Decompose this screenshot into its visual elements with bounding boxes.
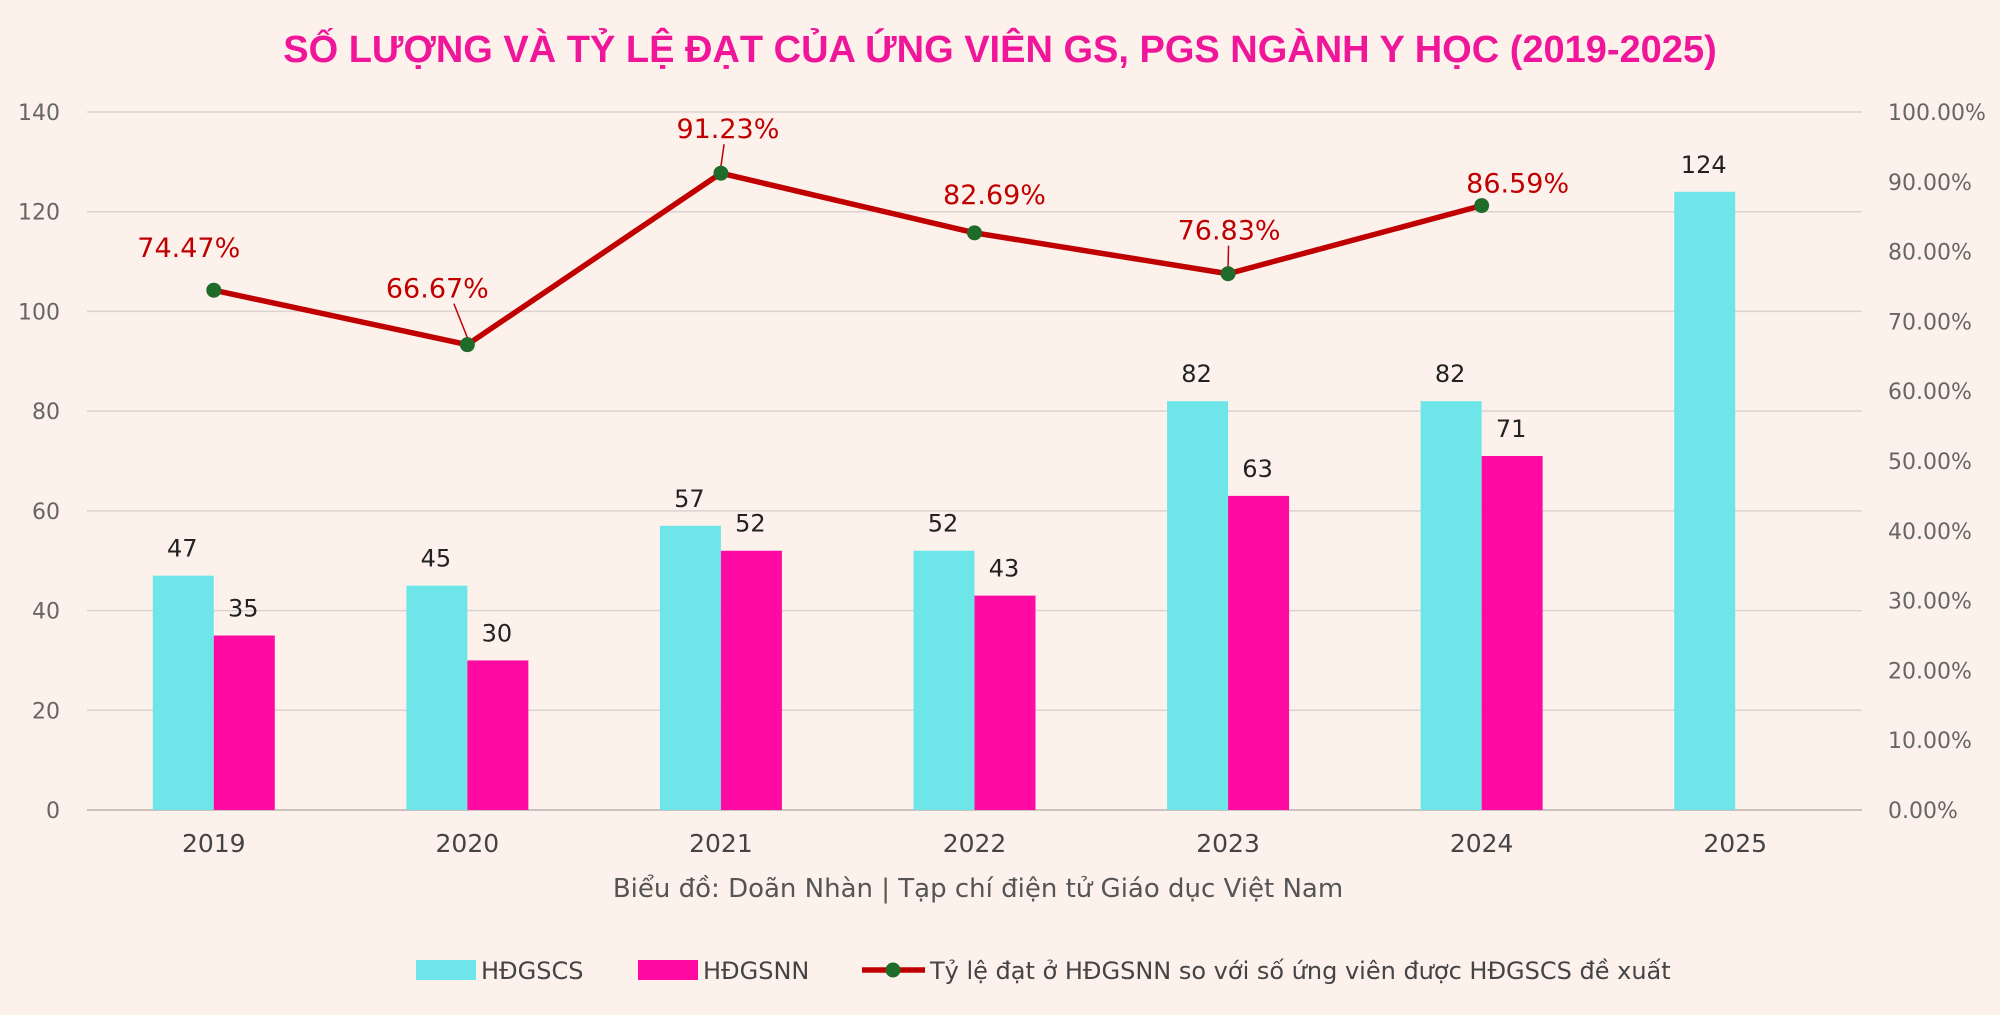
- right-tick-label: 80.00%: [1888, 241, 1972, 266]
- bar-hđgscs: [913, 550, 975, 810]
- left-tick-label: 80: [32, 400, 60, 425]
- right-tick-label: 50.00%: [1888, 450, 1972, 475]
- right-axis-ticks: 0.00% 10.00% 20.00% 30.00% 40.00% 50.00% 60.00…: [1888, 101, 1986, 824]
- legend-swatch-hdgsnn: [638, 960, 698, 980]
- rate-point: [1474, 198, 1490, 214]
- legend-label-hdgsnn: HĐGSNN: [703, 957, 809, 985]
- legend: HĐGSCS HĐGSNN Tỷ lệ đạt ở HĐGSNN so với số…: [416, 957, 1671, 985]
- right-tick-label: 100.00%: [1888, 101, 1986, 126]
- right-tick-label: 20.00%: [1888, 659, 1972, 684]
- bars: [152, 191, 1736, 810]
- left-axis-ticks: 0 20 40 60 80 100 120 140: [18, 101, 60, 824]
- chart-title: SỐ LƯỢNG VÀ TỶ LỆ ĐẠT CỦA ỨNG VIÊN GS, P…: [283, 26, 1716, 71]
- gridlines: [87, 111, 1862, 811]
- rate-point: [459, 337, 475, 353]
- right-tick-label: 10.00%: [1888, 729, 1972, 754]
- left-tick-label: 140: [18, 101, 60, 126]
- right-tick-label: 30.00%: [1888, 590, 1972, 615]
- rate-value-label: 66.67%: [386, 274, 489, 305]
- bar-hđgscs: [1674, 191, 1736, 810]
- category-label: 2023: [1196, 829, 1260, 858]
- bar-hđgsnn: [1481, 456, 1543, 810]
- right-tick-label: 90.00%: [1888, 171, 1972, 196]
- left-tick-label: 0: [46, 799, 60, 824]
- rate-value-label: 76.83%: [1178, 216, 1281, 247]
- category-label: 2019: [182, 829, 246, 858]
- left-tick-label: 100: [18, 300, 60, 325]
- bar-hđgscs: [659, 525, 721, 810]
- legend-label-rate: Tỷ lệ đạt ở HĐGSNN so với số ứng viên đư…: [929, 957, 1671, 985]
- left-tick-label: 60: [32, 500, 60, 525]
- bar-hđgscs: [1420, 401, 1482, 810]
- left-tick-label: 20: [32, 699, 60, 724]
- legend-swatch-hdgscs: [416, 960, 476, 980]
- rate-value-label: 86.59%: [1466, 169, 1569, 200]
- rate-value-label: 74.47%: [137, 233, 240, 264]
- category-label: 2025: [1703, 829, 1767, 858]
- legend-swatch-rate-marker: [885, 962, 901, 978]
- right-tick-label: 0.00%: [1888, 799, 1958, 824]
- left-tick-label: 120: [18, 201, 60, 226]
- right-tick-label: 60.00%: [1888, 380, 1972, 405]
- chart-source: Biểu đồ: Doãn Nhàn | Tạp chí điện tử Giá…: [613, 873, 1343, 904]
- bar-hđgscs: [152, 575, 214, 810]
- category-label: 2024: [1450, 829, 1514, 858]
- category-labels: 2019 2020 2021 2022 2023 2024 2025: [182, 829, 1767, 858]
- rate-value-label: 91.23%: [676, 114, 779, 145]
- bar-hđgsnn: [720, 550, 782, 810]
- bar-hđgsnn: [1228, 495, 1290, 810]
- bar-value-label: 35: [228, 595, 259, 623]
- bar-hđgscs: [1167, 401, 1229, 810]
- bar-hđgscs: [406, 585, 468, 810]
- bar-value-label: 52: [735, 510, 766, 538]
- rate-point: [713, 165, 729, 181]
- bar-value-label: 71: [1496, 415, 1527, 443]
- label-leader: [720, 144, 725, 167]
- bar-value-label: 63: [1242, 455, 1273, 483]
- bar-data-labels: 47 35 45 30 57 52 52 43 82 63 82 71 124: [167, 151, 1727, 648]
- bar-value-label: 82: [1181, 360, 1212, 388]
- bar-value-label: 43: [989, 555, 1020, 583]
- right-tick-label: 40.00%: [1888, 520, 1972, 545]
- left-tick-label: 40: [32, 600, 60, 625]
- bar-value-label: 82: [1435, 360, 1466, 388]
- bar-value-label: 52: [928, 510, 959, 538]
- bar-value-label: 57: [674, 485, 705, 513]
- rate-point: [206, 282, 222, 298]
- legend-label-hdgscs: HĐGSCS: [481, 957, 583, 985]
- right-tick-label: 70.00%: [1888, 310, 1972, 335]
- bar-value-label: 47: [167, 535, 198, 563]
- bar-hđgsnn: [213, 635, 275, 810]
- rate-line: 74.47% 66.67% 91.23% 82.69% 76.83% 86.59%: [137, 114, 1569, 353]
- category-label: 2021: [689, 829, 753, 858]
- rate-point: [1220, 266, 1236, 282]
- rate-value-label: 82.69%: [943, 180, 1046, 211]
- category-label: 2020: [436, 829, 500, 858]
- label-leader: [453, 303, 469, 338]
- rate-line-path: [213, 170, 1483, 348]
- rate-point: [967, 225, 982, 241]
- bar-hđgsnn: [467, 660, 529, 810]
- bar-value-label: 45: [421, 545, 452, 573]
- category-label: 2022: [943, 829, 1007, 858]
- bar-value-label: 124: [1681, 151, 1727, 179]
- bar-hđgsnn: [974, 595, 1036, 810]
- bar-value-label: 30: [482, 619, 513, 647]
